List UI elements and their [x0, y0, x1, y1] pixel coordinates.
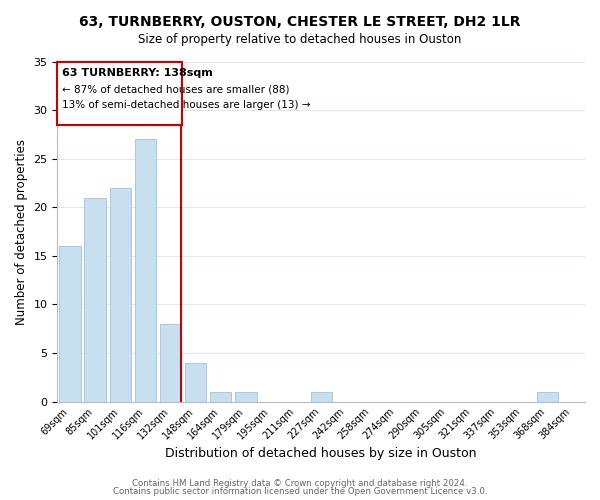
Bar [59, 246, 80, 402]
Bar [110, 188, 131, 402]
Text: ← 87% of detached houses are smaller (88): ← 87% of detached houses are smaller (88… [62, 85, 290, 95]
Bar [235, 392, 257, 402]
Bar [536, 392, 558, 402]
Text: Size of property relative to detached houses in Ouston: Size of property relative to detached ho… [139, 32, 461, 46]
Text: 63 TURNBERRY: 138sqm: 63 TURNBERRY: 138sqm [62, 68, 213, 78]
Bar [311, 392, 332, 402]
Bar [160, 324, 181, 402]
FancyBboxPatch shape [58, 62, 182, 124]
X-axis label: Distribution of detached houses by size in Ouston: Distribution of detached houses by size … [166, 447, 477, 460]
Text: Contains public sector information licensed under the Open Government Licence v3: Contains public sector information licen… [113, 487, 487, 496]
Text: 63, TURNBERRY, OUSTON, CHESTER LE STREET, DH2 1LR: 63, TURNBERRY, OUSTON, CHESTER LE STREET… [79, 15, 521, 29]
Bar [185, 362, 206, 402]
Bar [210, 392, 232, 402]
Text: 13% of semi-detached houses are larger (13) →: 13% of semi-detached houses are larger (… [62, 100, 311, 110]
Bar [85, 198, 106, 402]
Y-axis label: Number of detached properties: Number of detached properties [15, 138, 28, 324]
Bar [134, 139, 156, 402]
Text: Contains HM Land Registry data © Crown copyright and database right 2024.: Contains HM Land Registry data © Crown c… [132, 478, 468, 488]
